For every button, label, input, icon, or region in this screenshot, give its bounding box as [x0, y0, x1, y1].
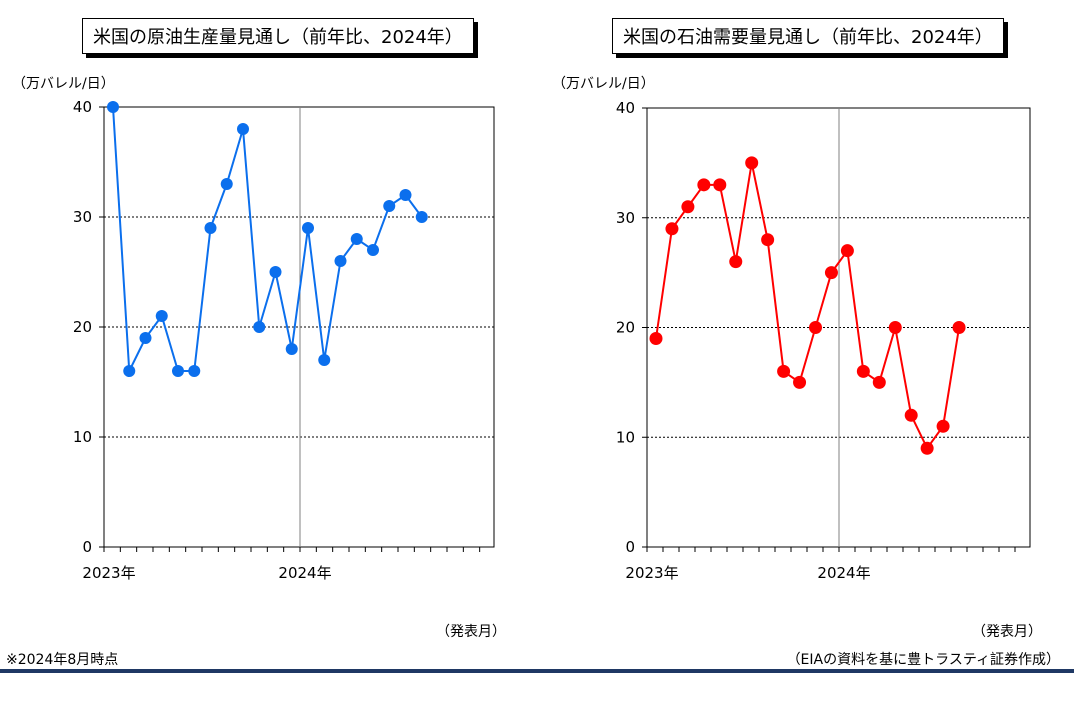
right-y-tick-label: 30: [616, 209, 635, 227]
left-chart-title: 米国の原油生産量見通し（前年比、2024年）: [82, 18, 474, 54]
left-data-point: [237, 123, 249, 135]
left-data-point: [318, 354, 331, 366]
right-data-point: [920, 441, 934, 455]
right-data-point: [824, 266, 838, 280]
right-data-point: [649, 331, 663, 345]
right-data-point: [681, 200, 695, 214]
right-x-tick-label: 2023年: [625, 564, 678, 582]
right-data-point: [793, 375, 807, 389]
left-y-tick-label: 0: [82, 538, 92, 556]
left-data-point: [383, 200, 396, 212]
left-data-point: [253, 321, 266, 333]
left-data-point: [334, 255, 347, 267]
left-data-point: [367, 244, 379, 256]
left-data-point: [107, 101, 119, 113]
right-data-point: [809, 321, 822, 334]
right-data-point: [952, 321, 966, 334]
right-chart-title: 米国の石油需要量見通し（前年比、2024年）: [612, 18, 1004, 54]
source-note: （EIAの資料を基に豊トラスティ証券作成）: [786, 652, 1060, 668]
right-data-point: [777, 364, 791, 378]
right-data-point: [729, 255, 743, 269]
left-x-tick-label: 2024年: [278, 564, 331, 582]
left-y-tick-label: 20: [73, 318, 92, 336]
left-data-point: [155, 310, 168, 322]
left-data-point: [220, 178, 233, 190]
left-data-point: [204, 222, 217, 234]
left-data-point: [269, 266, 282, 278]
left-data-point: [415, 211, 428, 223]
left-y-tick-label: 10: [73, 428, 92, 446]
right-data-point: [840, 244, 854, 258]
left-data-point: [285, 343, 298, 355]
left-plot-frame: [103, 106, 495, 548]
bottom-rule: [0, 669, 1074, 673]
right-x-unit: （発表月）: [972, 624, 1042, 640]
left-data-point: [123, 365, 136, 377]
left-x-tick-label: 2023年: [82, 564, 135, 582]
right-data-point: [697, 178, 711, 192]
right-y-unit: （万バレル/日）: [552, 76, 655, 92]
left-data-point: [188, 365, 201, 377]
right-data-point: [665, 222, 679, 236]
right-data-point: [745, 156, 759, 170]
right-data-point: [713, 178, 727, 192]
right-y-tick-label: 20: [616, 319, 635, 337]
right-data-point: [888, 321, 902, 334]
as-of-note: ※2024年8月時点: [6, 652, 119, 668]
right-y-tick-label: 40: [616, 99, 635, 117]
left-data-point: [302, 222, 314, 234]
left-data-point: [139, 332, 152, 344]
right-y-tick-label: 10: [616, 428, 635, 446]
left-x-unit: （発表月）: [436, 624, 506, 640]
right-data-point: [936, 419, 950, 433]
left-y-tick-label: 30: [73, 208, 92, 226]
right-data-point: [904, 408, 918, 422]
left-y-unit: （万バレル/日）: [12, 76, 115, 92]
left-y-tick-label: 40: [73, 98, 92, 116]
right-data-point: [761, 233, 775, 247]
right-y-tick-label: 0: [625, 538, 635, 556]
right-data-point: [872, 375, 886, 389]
right-x-tick-label: 2024年: [817, 564, 870, 582]
left-data-point: [172, 365, 184, 377]
left-data-point: [350, 233, 363, 245]
left-data-point: [399, 189, 412, 201]
right-data-point: [856, 364, 870, 378]
